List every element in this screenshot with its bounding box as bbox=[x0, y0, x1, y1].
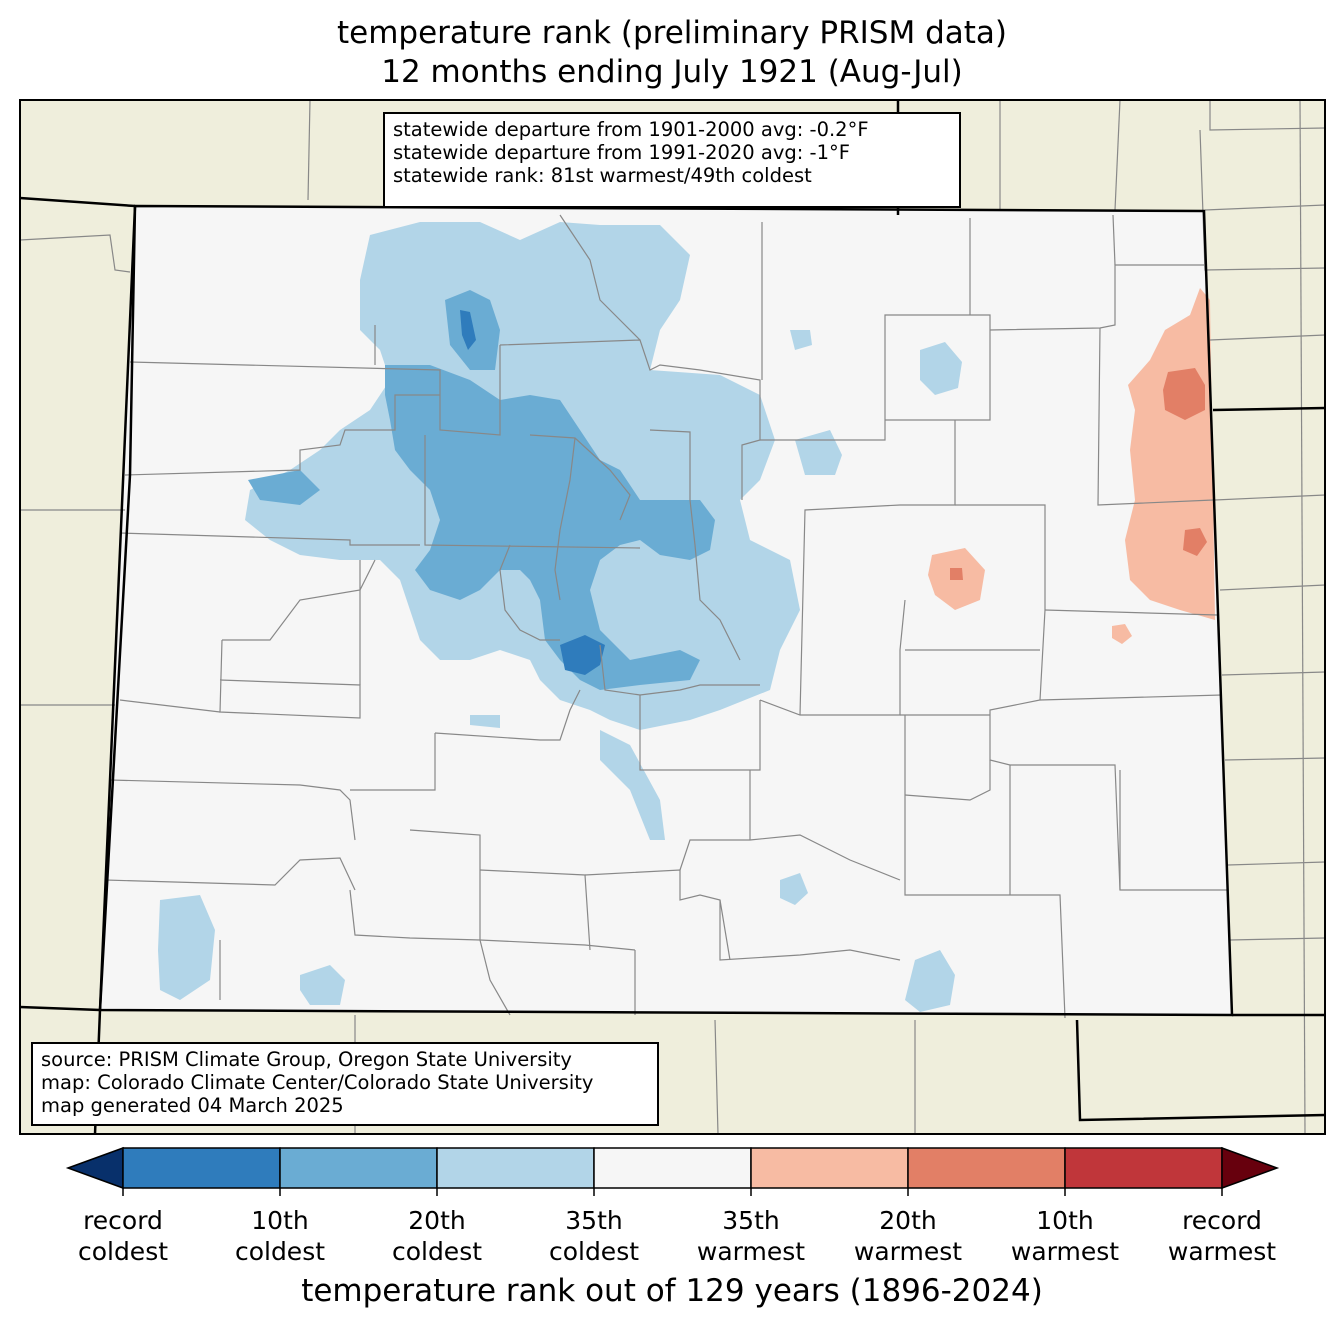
colorbar-label-record-coldest: record coldest bbox=[77, 1206, 169, 1266]
colorbar-label-20th-coldest: 20th coldest bbox=[391, 1206, 483, 1266]
colorbar-label-20th-warmest: 20th warmest bbox=[853, 1206, 963, 1266]
map-credit-line: map: Colorado Climate Center/Colorado St… bbox=[41, 1071, 594, 1094]
map-title-line1: temperature rank (preliminary PRISM data… bbox=[336, 15, 1007, 51]
colorbar-segment bbox=[279, 1147, 438, 1189]
colorbar-label-10th-warmest: 10th warmest bbox=[1010, 1206, 1120, 1266]
stats-rank: statewide rank: 81st warmest/49th coldes… bbox=[393, 164, 812, 187]
colorbar-label-35th-warmest: 35th warmest bbox=[696, 1206, 806, 1266]
colorbar-segment bbox=[1064, 1147, 1223, 1189]
colorbar-extend-right bbox=[1221, 1146, 1280, 1190]
source-credit-box: source: PRISM Climate Group, Oregon Stat… bbox=[31, 1042, 659, 1126]
colorbar-segment bbox=[436, 1147, 595, 1189]
colorbar-segment bbox=[907, 1147, 1066, 1189]
colorbar-extend-left bbox=[65, 1146, 124, 1190]
colorbar-label-10th-coldest: 10th coldest bbox=[234, 1206, 326, 1266]
map-generated-line: map generated 04 March 2025 bbox=[41, 1094, 344, 1117]
colorbar-segment bbox=[593, 1147, 752, 1189]
colorbar bbox=[65, 1146, 1280, 1196]
colorbar-label-35th-coldest: 35th coldest bbox=[548, 1206, 640, 1266]
map-title-line2: 12 months ending July 1921 (Aug-Jul) bbox=[381, 54, 963, 90]
colorbar-title: temperature rank out of 129 years (1896-… bbox=[301, 1273, 1043, 1309]
statewide-stats-box: statewide departure from 1901-2000 avg: … bbox=[383, 112, 961, 208]
source-line: source: PRISM Climate Group, Oregon Stat… bbox=[41, 1048, 572, 1071]
colorbar-segment bbox=[750, 1147, 909, 1189]
neighbor-county-lines bbox=[19, 99, 1326, 1135]
stats-departure-1901-2000: statewide departure from 1901-2000 avg: … bbox=[393, 118, 869, 141]
rank-region-20th-10th-warmest bbox=[950, 368, 1207, 580]
colorbar-segment bbox=[122, 1147, 281, 1189]
colorbar-label-record-warmest: record warmest bbox=[1167, 1206, 1277, 1266]
map-frame bbox=[19, 99, 1326, 1135]
county-boundaries bbox=[104, 214, 1228, 1019]
rank-region-10th-record-coldest bbox=[460, 310, 605, 675]
stats-departure-1991-2020: statewide departure from 1991-2020 avg: … bbox=[393, 141, 850, 164]
